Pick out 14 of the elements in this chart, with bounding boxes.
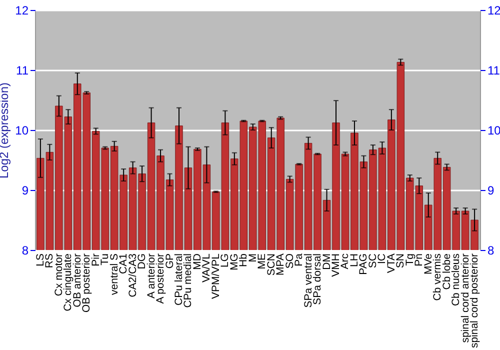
x-tick-label: LS	[34, 254, 46, 266]
y2-tick-label: 10	[488, 124, 500, 138]
y2-tick-label: 11	[488, 64, 500, 78]
x-tick-label: Pa	[293, 253, 306, 266]
y2-tick-label: 9	[488, 184, 494, 198]
y2-tick-label: 12	[488, 4, 500, 18]
x-tick-label: spinal cord posterior	[468, 252, 481, 348]
y-tick-label: 11	[16, 64, 29, 78]
y-tick-label: 8	[22, 244, 29, 258]
y-tick-label: 12	[15, 4, 29, 18]
y2-tick-label: 8	[488, 244, 494, 258]
x-tick-label: Cb lobe	[440, 253, 453, 290]
y-tick-label: 9	[22, 184, 29, 198]
y-tick-label: 10	[15, 124, 29, 138]
